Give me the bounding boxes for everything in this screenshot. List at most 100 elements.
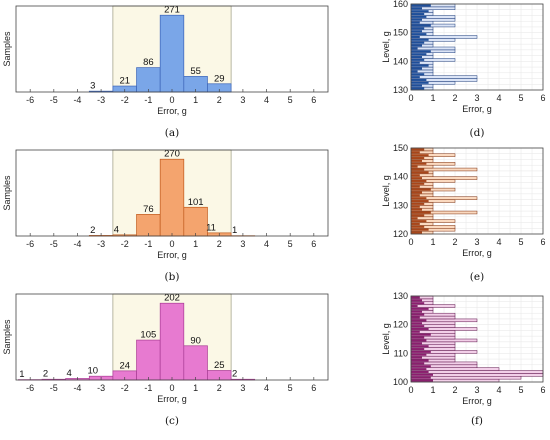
bar-inner-level-120 (411, 231, 422, 234)
bar-inner-level-154 (411, 18, 422, 21)
y-tick-label-120: 120 (393, 229, 408, 239)
bar-inner-level-107 (411, 359, 429, 362)
data-label--5: 2 (43, 369, 48, 380)
x-tick-label--2: -2 (121, 239, 129, 249)
y-tick-label-130: 130 (393, 85, 408, 95)
y-axis-label: Samples (2, 175, 12, 211)
panel-caption: (a) (165, 127, 179, 139)
y-tick-label-130: 130 (393, 291, 408, 301)
bar-inner-level-127 (411, 211, 431, 214)
x-tick-label-0: 0 (169, 383, 174, 393)
panel-caption: (d) (470, 127, 485, 139)
y-tick-label-150: 150 (393, 143, 408, 153)
bar-inner-level-147 (411, 38, 429, 41)
bar-inner-level-129 (411, 205, 420, 208)
panel-caption: (f) (471, 415, 483, 427)
bar-inner-level-117 (411, 330, 420, 333)
bar-inner-level-143 (411, 50, 431, 53)
bar-inner-level-114 (411, 339, 427, 342)
x-tick-label-1: 1 (430, 93, 435, 103)
x-tick-label--1: -1 (144, 239, 152, 249)
bar-inner-level-158 (411, 7, 422, 10)
x-tick-label-5: 5 (518, 237, 523, 247)
x-tick-label-3: 3 (240, 383, 245, 393)
bar-inner-level-142 (411, 168, 425, 171)
x-tick-label--1: -1 (144, 95, 152, 105)
x-tick-label-2: 2 (452, 237, 457, 247)
x-tick-label-5: 5 (518, 385, 523, 395)
bar-inner-level-157 (411, 10, 429, 13)
plot-frame (410, 295, 544, 383)
y-tick-label-160: 160 (393, 0, 408, 9)
bar-inner-level-126 (411, 214, 425, 217)
bar-inner-level-141 (411, 171, 429, 174)
bar-inner-level-129 (411, 296, 420, 299)
x-tick-label-1: 1 (430, 237, 435, 247)
bar-inner-level-142 (411, 53, 427, 56)
bar-inner-level-146 (411, 157, 425, 160)
bar-inner-level-139 (411, 177, 422, 180)
x-tick-label-6: 6 (540, 237, 545, 247)
x-tick-label-5: 5 (288, 95, 293, 105)
bar-inner-level-137 (411, 182, 425, 185)
bar-inner-level-145 (411, 159, 422, 162)
y-tick-label-130: 130 (393, 200, 408, 210)
bar-inner-level-104 (411, 368, 427, 371)
data-label--1: 76 (143, 204, 154, 215)
x-tick-label-0: 0 (169, 95, 174, 105)
x-tick-label-3: 3 (240, 95, 245, 105)
bar-inner-level-133 (411, 78, 427, 81)
bar-inner-level-105 (411, 365, 431, 368)
bar-inner-level-143 (411, 165, 418, 168)
bar-inner-level-125 (411, 307, 429, 310)
bar-inner-level-122 (411, 316, 420, 319)
x-tick-label-4: 4 (496, 93, 501, 103)
bar-inner-level-125 (411, 217, 418, 220)
x-tick-label--1: -1 (144, 383, 152, 393)
x-tick-label-6: 6 (540, 93, 545, 103)
bar-0 (159, 158, 185, 237)
x-tick-label-6: 6 (311, 383, 316, 393)
data-label-0: 202 (164, 293, 180, 304)
bar-inner-level-149 (411, 148, 425, 151)
data-label-1: 101 (188, 197, 204, 208)
histogram-panel-a: 3 21 86 271 55 29 -6 -5 -4 -3 -2 -1 0 1 2 3 4 5 6 Error, g S… (2, 5, 329, 139)
bar-inner-level-144 (411, 47, 418, 50)
x-tick-label-2: 2 (217, 239, 222, 249)
bar-inner-level-138 (411, 64, 429, 67)
data-label--6: 1 (19, 369, 24, 380)
y-tick-label-110: 110 (394, 348, 408, 358)
x-tick-label--3: -3 (97, 383, 105, 393)
y-tick-label-120: 120 (393, 320, 408, 330)
bar-inner-level-100 (411, 379, 433, 382)
bar-inner-level-121 (411, 319, 427, 322)
data-label-2: 11 (206, 222, 216, 233)
bar-inner-level-159 (411, 4, 431, 7)
x-tick-label--6: -6 (26, 95, 34, 105)
bar--1 (136, 67, 161, 93)
x-tick-label-4: 4 (264, 239, 269, 249)
x-tick-label--4: -4 (73, 383, 81, 393)
x-tick-label-3: 3 (240, 239, 245, 249)
data-label--1: 105 (140, 330, 156, 341)
bar-level-148 (410, 35, 478, 39)
x-tick-label-5: 5 (288, 383, 293, 393)
data-label--2: 21 (119, 76, 130, 87)
bar-inner-level-140 (411, 58, 425, 61)
x-tick-label-4: 4 (496, 237, 501, 247)
x-tick-label-1: 1 (193, 383, 198, 393)
x-tick-label-6: 6 (311, 95, 316, 105)
bar-level-103 (410, 370, 544, 374)
bar-inner-level-155 (411, 15, 427, 18)
bar-inner-level-103 (411, 370, 429, 373)
data-label-2: 29 (214, 73, 225, 84)
y-tick-label-140: 140 (393, 172, 408, 182)
y-axis-label: Level, g (381, 175, 391, 207)
x-tick-label--4: -4 (73, 95, 81, 105)
x-tick-label-0: 0 (408, 237, 413, 247)
x-tick-label-2: 2 (452, 385, 457, 395)
bar-inner-level-135 (411, 188, 431, 191)
bar-inner-level-140 (411, 174, 420, 177)
data-label--3: 2 (90, 225, 95, 236)
bar-inner-level-113 (411, 342, 422, 345)
